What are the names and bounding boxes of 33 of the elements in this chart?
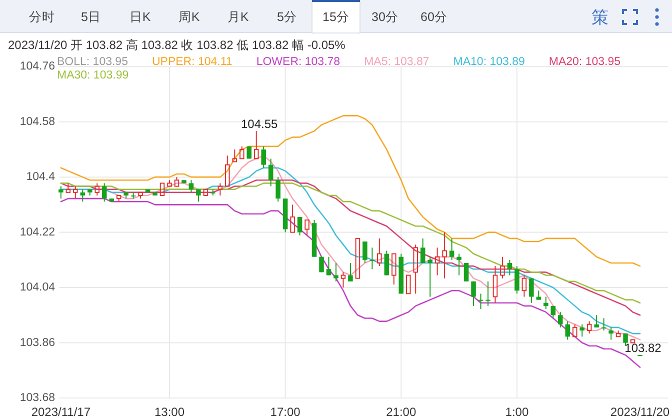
legend-item: LOWER: 103.78 [256, 56, 340, 68]
tab-selected: 15分 [312, 0, 360, 34]
tab-label: 月K [227, 10, 249, 24]
x-tick-label: 13:00 [154, 405, 185, 419]
annotation: 103.82 [624, 341, 662, 356]
y-tick-label: 104.04 [20, 282, 56, 294]
x-tick-label: 21:00 [386, 405, 416, 419]
button-label: 策 [592, 8, 608, 27]
y-tick-label: 104.4 [26, 171, 56, 184]
legend-item: MA30: 103.99 [57, 70, 129, 82]
tab-label: 5分 [277, 10, 297, 24]
y-tick-label: 104.58 [20, 116, 55, 128]
tab-label: 周K [178, 10, 200, 24]
chart-subtitle: 2023/11/20 开 103.82 高 103.82 收 103.82 低 103.82 幅 -0.05% [8, 38, 346, 52]
y-tick-label: 103.86 [20, 336, 55, 349]
legend-title: BOLL: 103.95 [57, 56, 128, 68]
tab-label: 日K [129, 10, 151, 24]
tab-label: 60分 [420, 10, 448, 24]
x-tick-label: 2023/11/20 [610, 405, 670, 419]
x-tick-label: 2023/11/17 [31, 405, 91, 419]
tab-label: 30分 [372, 10, 398, 24]
x-tick-label: 1:00 [505, 405, 529, 419]
legend-item: MA5: 103.87 [364, 56, 430, 68]
legend-item: UPPER: 104.11 [152, 56, 232, 68]
y-tick-label: 104.22 [20, 226, 55, 238]
legend-item: MA10: 103.89 [453, 56, 525, 68]
annotation: 104.55 [241, 117, 278, 132]
legend-item: MA20: 103.95 [548, 56, 620, 68]
y-tick-label: 104.76 [20, 60, 55, 73]
tab-label: 分时 [29, 10, 55, 24]
tab-label: 5日 [81, 10, 101, 24]
y-tick-label: 103.68 [20, 392, 55, 404]
x-tick-label: 17:00 [270, 405, 301, 419]
